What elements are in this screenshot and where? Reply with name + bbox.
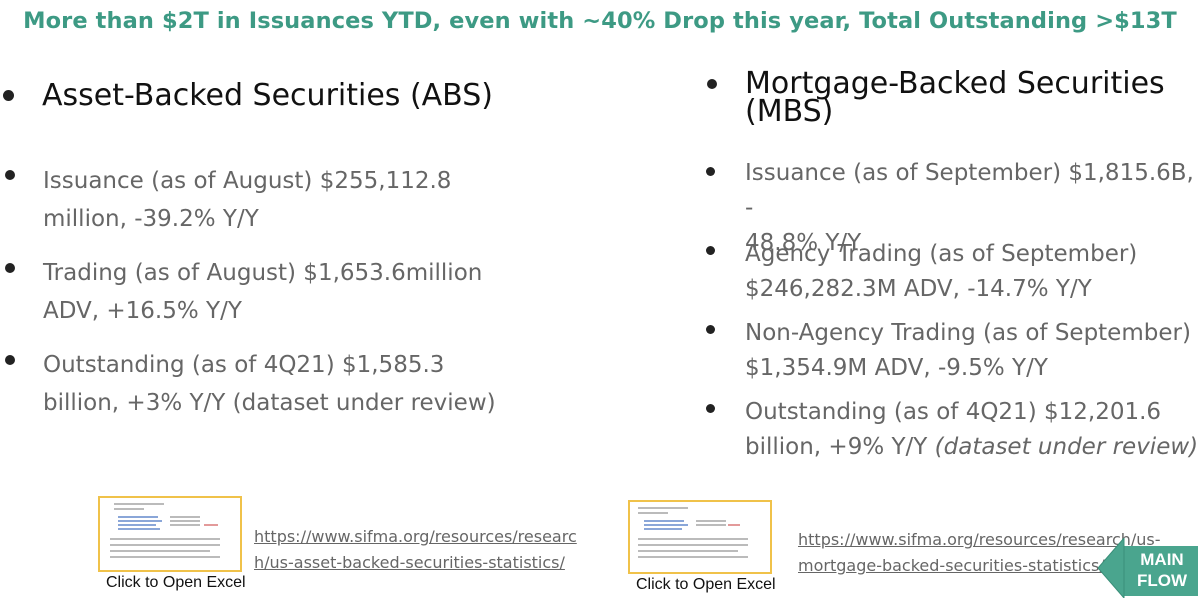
abs-excel-thumbnail[interactable] (98, 496, 242, 572)
mbs-nonagency-trading-item: Non-Agency Trading (as of September) $1,… (745, 320, 1191, 381)
bullet-icon (3, 90, 14, 101)
main-flow-label-line1: MAIN (1140, 550, 1184, 569)
bullet-icon (5, 263, 15, 273)
bullet-icon (706, 404, 715, 413)
bullet-icon (707, 79, 717, 89)
abs-sifma-link[interactable]: https://www.sifma.org/resources/researc … (254, 527, 577, 572)
back-arrow-icon (1097, 536, 1198, 600)
bullet-icon (706, 246, 715, 255)
mbs-excel-thumbnail[interactable] (628, 500, 772, 574)
abs-trading-item: Trading (as of August) $1,653.6million A… (43, 260, 483, 324)
page-headline: More than $2T in Issuances YTD, even wit… (23, 8, 1177, 34)
mbs-heading: Mortgage-Backed Securities (MBS) (745, 66, 1165, 129)
bullet-icon (5, 355, 15, 365)
abs-outstanding-item: Outstanding (as of 4Q21) $1,585.3 billio… (43, 352, 496, 416)
mbs-sifma-link[interactable]: https://www.sifma.org/resources/research… (798, 530, 1161, 575)
mbs-agency-trading-item: Agency Trading (as of September) $246,28… (745, 241, 1138, 302)
abs-issuance-item: Issuance (as of August) $255,112.8 milli… (43, 168, 452, 232)
abs-heading: Asset-Backed Securities (ABS) (42, 78, 493, 113)
main-flow-label-line2: FLOW (1136, 571, 1188, 590)
bullet-icon (5, 170, 15, 180)
bullet-icon (706, 167, 715, 176)
bullet-icon (706, 325, 715, 334)
mbs-outstanding-item: Outstanding (as of 4Q21) $12,201.6 billi… (745, 399, 1199, 460)
main-flow-button[interactable]: MAIN FLOW (1097, 536, 1198, 600)
mbs-issuance-item: Issuance (as of September) $1,815.6B, - … (745, 160, 1194, 256)
abs-open-excel-caption[interactable]: Click to Open Excel (106, 574, 246, 591)
mbs-open-excel-caption[interactable]: Click to Open Excel (636, 576, 776, 593)
